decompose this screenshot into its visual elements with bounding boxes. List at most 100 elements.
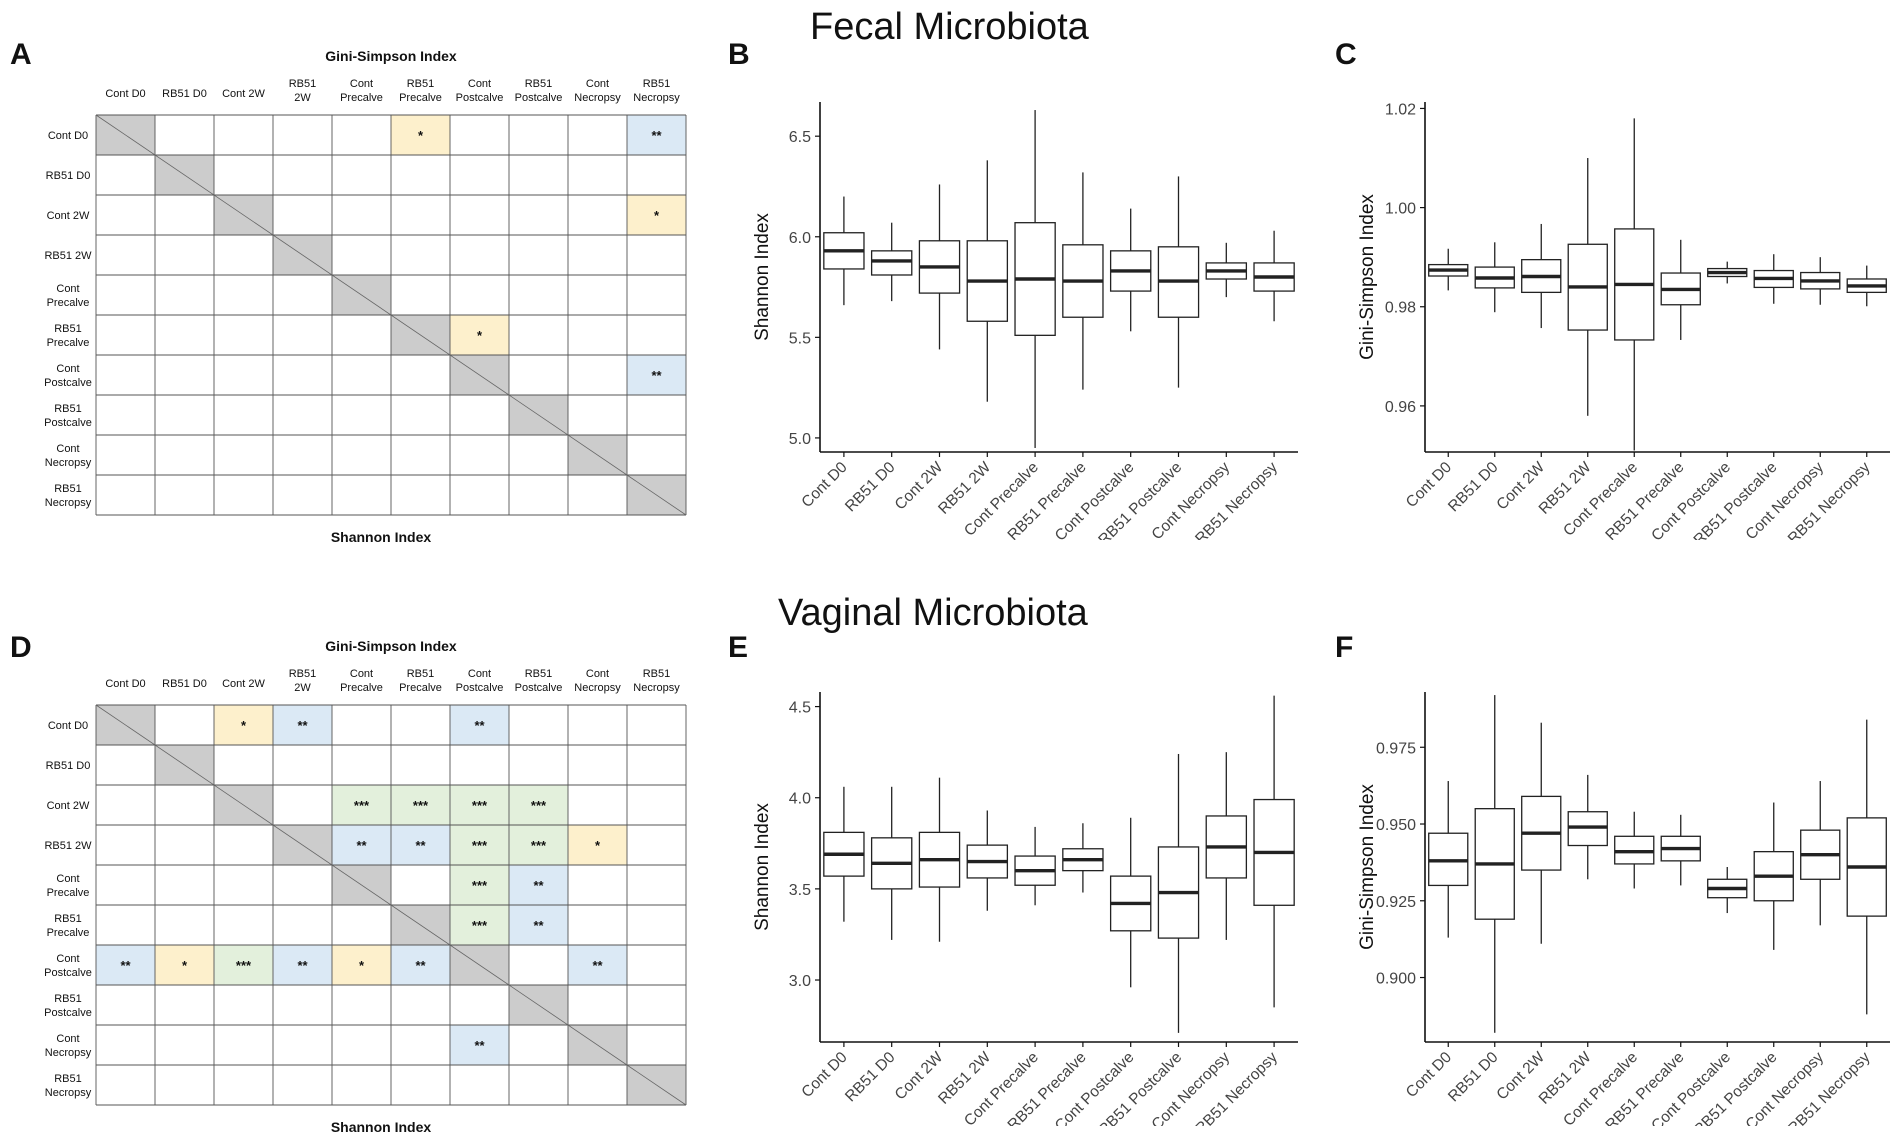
y-tick-label: 1.00: [1385, 201, 1416, 218]
matrix-significance-cell: [450, 905, 509, 945]
matrix-col-label: Cont: [468, 668, 491, 680]
matrix-row-label: Postcalve: [44, 1007, 92, 1019]
matrix-significance-cell: [155, 945, 214, 985]
matrix-col-label: RB51: [643, 78, 671, 90]
matrix-significance-label: ***: [472, 838, 488, 853]
matrix-significance-cell: [509, 825, 568, 865]
matrix-bottom-title: Shannon Index: [331, 1119, 432, 1135]
y-tick-label: 4.5: [789, 700, 811, 717]
matrix-significance-cell: [214, 945, 273, 985]
matrix-col-label: Precalve: [340, 682, 383, 694]
matrix-col-label: Necropsy: [633, 92, 680, 104]
x-tick-label: RB51 Necropsy: [1192, 459, 1281, 540]
panel-letter-b: B: [728, 38, 750, 71]
y-tick-label: 1.02: [1385, 101, 1416, 118]
matrix-row-label: RB51 D0: [46, 760, 91, 772]
matrix-significance-label: **: [297, 958, 308, 973]
matrix-significance-cell: [391, 945, 450, 985]
matrix-col-label: Postcalve: [515, 92, 563, 104]
matrix-row-label: RB51 D0: [46, 170, 91, 182]
y-tick-label: 0.950: [1376, 817, 1416, 834]
matrix-col-label: Postcalve: [456, 682, 504, 694]
matrix-row-label: Cont: [56, 1033, 79, 1045]
y-axis-label: Gini-Simpson Index: [1357, 784, 1378, 950]
x-tick-label: RB51 D0: [1445, 459, 1502, 516]
matrix-col-label: RB51: [407, 78, 435, 90]
matrix-row-label: Cont: [56, 443, 79, 455]
y-tick-label: 0.98: [1385, 300, 1416, 317]
matrix-significance-cell: [450, 1025, 509, 1065]
matrix-significance-label: **: [474, 1038, 485, 1053]
matrix-col-label: Precalve: [399, 682, 442, 694]
matrix-row-label: Necropsy: [45, 457, 92, 469]
matrix-row-label: RB51 2W: [44, 840, 92, 852]
matrix-significance-cell: [509, 785, 568, 825]
matrix-row-label: RB51: [54, 993, 82, 1005]
matrix-significance-label: *: [654, 208, 660, 223]
matrix-col-label: Postcalve: [515, 682, 563, 694]
matrix-significance-cell: [568, 825, 627, 865]
matrix-significance-label: ***: [472, 918, 488, 933]
matrix-row-label: Necropsy: [45, 1047, 92, 1059]
matrix-significance-label: **: [356, 838, 367, 853]
matrix-significance-label: **: [474, 718, 485, 733]
matrix-col-label: RB51: [643, 668, 671, 680]
x-tick-label: RB51 D0: [1445, 1049, 1502, 1106]
y-tick-label: 3.0: [789, 973, 811, 990]
matrix-col-label: Cont D0: [105, 88, 145, 100]
x-tick-label: RB51 D0: [842, 1049, 899, 1106]
matrix-row-label: Necropsy: [45, 497, 92, 509]
matrix-col-label: Cont: [350, 78, 373, 90]
matrix-col-label: Necropsy: [633, 682, 680, 694]
matrix-significance-label: ***: [472, 878, 488, 893]
panel-letter-d: D: [10, 631, 32, 664]
matrix-row-label: Precalve: [47, 297, 90, 309]
matrix-col-label: RB51: [525, 668, 553, 680]
matrix-significance-cell: [332, 825, 391, 865]
y-tick-label: 3.5: [789, 882, 811, 899]
matrix-significance-cell: [391, 825, 450, 865]
y-axis-label: Shannon Index: [752, 213, 773, 341]
matrix-significance-cell: [332, 945, 391, 985]
matrix-row-label: Postcalve: [44, 417, 92, 429]
matrix-significance-label: ***: [472, 798, 488, 813]
matrix-top-title: Gini-Simpson Index: [325, 48, 457, 64]
significance-matrix-vaginal: Gini-Simpson Index Shannon Index Cont D0 RB…: [44, 638, 687, 1135]
matrix-significance-cell: [273, 945, 332, 985]
matrix-significance-cell: [568, 945, 627, 985]
matrix-col-label: Cont: [350, 668, 373, 680]
matrix-significance-cell: [627, 115, 686, 155]
matrix-col-label: Precalve: [399, 92, 442, 104]
matrix-significance-label: **: [415, 958, 426, 973]
matrix-significance-cell: [391, 115, 450, 155]
matrix-top-title: Gini-Simpson Index: [325, 638, 457, 654]
matrix-significance-label: **: [533, 918, 544, 933]
matrix-row-label: RB51: [54, 1073, 82, 1085]
matrix-diagonal-line: [95, 704, 687, 1106]
matrix-row-label: RB51 2W: [44, 250, 92, 262]
matrix-significance-cell: [450, 705, 509, 745]
matrix-row-label: Necropsy: [45, 1087, 92, 1099]
matrix-significance-label: **: [651, 128, 662, 143]
matrix-significance-label: ***: [531, 838, 547, 853]
y-tick-label: 5.0: [789, 431, 811, 448]
matrix-col-label: 2W: [294, 682, 311, 694]
matrix-row-label: Precalve: [47, 887, 90, 899]
matrix-significance-label: ***: [531, 798, 547, 813]
matrix-significance-label: ***: [236, 958, 252, 973]
matrix-row-label: RB51: [54, 403, 82, 415]
matrix-bottom-title: Shannon Index: [331, 529, 432, 545]
matrix-significance-label: *: [241, 718, 247, 733]
matrix-significance-label: *: [595, 838, 601, 853]
matrix-col-label: Postcalve: [456, 92, 504, 104]
matrix-col-label: Cont: [586, 668, 609, 680]
matrix-col-label: Necropsy: [574, 92, 621, 104]
panel-letter-e: E: [728, 631, 749, 664]
matrix-col-label: RB51 D0: [162, 678, 207, 690]
matrix-significance-label: **: [415, 838, 426, 853]
y-axis-label: Shannon Index: [752, 803, 773, 931]
matrix-significance-cell: [450, 785, 509, 825]
